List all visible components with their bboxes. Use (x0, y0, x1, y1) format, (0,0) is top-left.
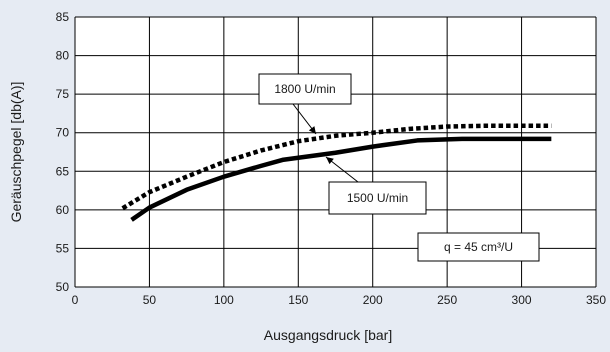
series-layer (121, 123, 552, 222)
callout-arrow-1800-head (308, 126, 316, 134)
annotation-label: q = 45 cm³/U (444, 240, 513, 254)
callout-1500-box (328, 181, 427, 215)
x-tick-label: 300 (512, 293, 532, 307)
callout-1500-label: 1500 U/min (347, 191, 408, 205)
y-tick-label: 50 (56, 280, 70, 294)
series-line-1800 (121, 123, 552, 211)
y-tick-label: 85 (56, 10, 70, 24)
series-line-1500 (130, 136, 552, 222)
y-tick-label: 70 (56, 126, 70, 140)
callouts: 1800 U/min 1500 U/min q = 45 cm³/U (258, 73, 540, 262)
callout-1800-label: 1800 U/min (274, 82, 335, 96)
callout-arrow-1500-head (326, 157, 334, 165)
x-tick-label: 50 (143, 293, 157, 307)
y-tick-label: 75 (56, 87, 70, 101)
x-tick-label: 250 (437, 293, 457, 307)
y-tick-label: 60 (56, 203, 70, 217)
annotation-box (417, 232, 540, 262)
callout-1800-box (258, 73, 352, 105)
x-tick-label: 200 (363, 293, 383, 307)
y-axis-title: Geräuschpegel [db(A)] (8, 82, 24, 223)
x-tick-label: 350 (586, 293, 606, 307)
y-tick-label: 55 (56, 241, 70, 255)
x-tick-label: 0 (72, 293, 79, 307)
x-tick-label: 100 (214, 293, 234, 307)
y-tick-label: 65 (56, 164, 70, 178)
x-tick-label: 150 (288, 293, 308, 307)
x-axis-title: Ausgangsdruck [bar] (264, 327, 392, 343)
y-tick-label: 80 (56, 49, 70, 63)
